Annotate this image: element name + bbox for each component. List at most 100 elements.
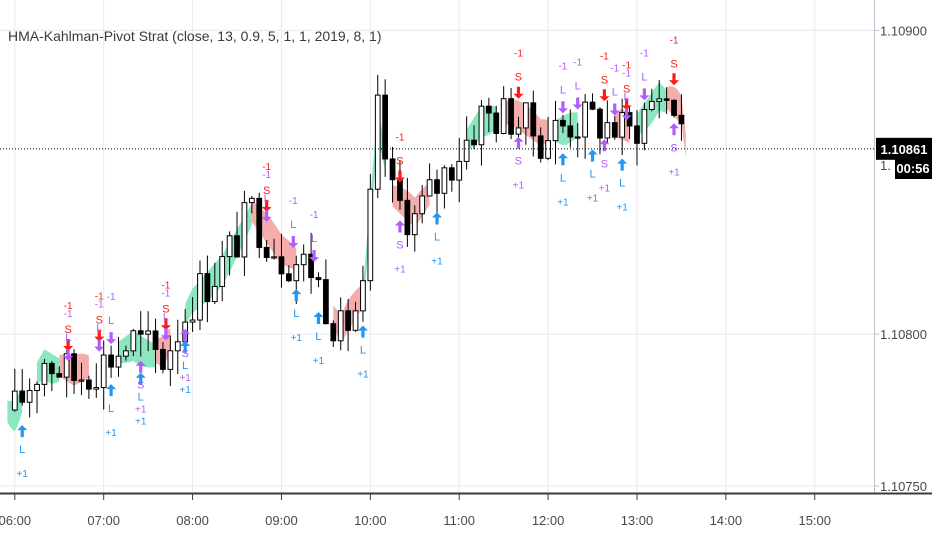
long-exit-qty: -1 [310, 210, 319, 221]
long-exit-arrow [94, 339, 105, 352]
candle-up [219, 256, 226, 287]
candle-down [678, 114, 685, 125]
long-exit-arrow [557, 101, 568, 114]
candle-down [589, 101, 596, 110]
candle-up [552, 119, 559, 142]
long-entry-arrow [291, 289, 302, 302]
candle-up [226, 235, 233, 258]
candle-up [582, 101, 589, 138]
candle-down [234, 235, 240, 258]
short-entry-qty: -1 [95, 292, 104, 303]
candle-down [574, 136, 581, 139]
long-exit-arrow [63, 348, 74, 361]
candle-down [330, 323, 337, 342]
long-entry-qty: +1 [135, 417, 147, 428]
countdown-label: 00:56 [896, 161, 929, 176]
long-entry-arrow [357, 325, 368, 338]
long-entry-label: L [360, 345, 366, 357]
candle-up [26, 390, 33, 403]
candle-down [285, 273, 292, 282]
long-entry-qty: +1 [616, 203, 628, 214]
candle-up [174, 341, 181, 352]
short-entry-label: S [515, 72, 522, 84]
candle-up [100, 354, 107, 389]
short-entry-qty: -1 [396, 132, 405, 143]
candle-down [263, 246, 270, 258]
time-tick-label: 12:00 [532, 513, 565, 528]
candle-down [278, 256, 285, 275]
long-entry-qty: +1 [313, 356, 325, 367]
short-exit-label: S [396, 239, 403, 251]
long-entry-label: L [434, 232, 440, 244]
candle-up [167, 350, 174, 370]
short-exit-qty: +1 [599, 183, 611, 194]
short-exit-arrow [599, 139, 610, 152]
short-exit-qty: +1 [394, 264, 406, 275]
candle-down [471, 139, 477, 146]
short-exit-arrow [394, 220, 405, 233]
long-exit-arrow [572, 97, 583, 110]
short-entry-label: S [263, 185, 270, 197]
candle-up [130, 330, 137, 352]
time-tick-label: 10:00 [354, 513, 387, 528]
long-exit-qty: -1 [622, 68, 631, 79]
long-exit-qty: -1 [161, 288, 170, 299]
time-axis[interactable]: 06:00 07:00 08:00 09:00 10:00 11:00 12:00 13:00… [0, 494, 831, 528]
candle-down [204, 273, 211, 303]
candle-down [508, 98, 514, 135]
long-exit-arrow [621, 108, 632, 121]
partial-price-label: 1. [880, 158, 891, 173]
bull-band [118, 331, 156, 368]
long-exit-label: L [65, 332, 71, 344]
time-tick-label: 13:00 [621, 513, 654, 528]
short-entry-label: S [601, 74, 608, 86]
long-entry-arrow [106, 384, 117, 397]
short-exit-label: S [670, 142, 677, 154]
price-axis[interactable]: 1.10900 1.10800 1.10750 [874, 23, 927, 494]
candle-up [211, 285, 218, 303]
candle-down [108, 354, 114, 368]
short-exit-arrow [513, 136, 524, 149]
long-exit-arrow [261, 209, 272, 222]
short-entry-arrow [669, 73, 680, 86]
short-entry-qty: -1 [514, 49, 523, 60]
short-entry-arrow [513, 86, 524, 99]
candle-down [448, 167, 455, 181]
candle-down [434, 179, 440, 194]
indicator-title[interactable]: HMA-Kahlman-Pivot Strat (close, 13, 0.9,… [8, 28, 382, 44]
last-price-tag [876, 137, 932, 160]
long-entry-qty: +1 [179, 385, 191, 396]
candle-down [19, 390, 26, 403]
candle-up [367, 188, 374, 282]
candle-down [48, 362, 55, 375]
long-exit-arrow [609, 103, 620, 116]
short-entry-qty: -1 [64, 301, 73, 312]
candle-up [360, 280, 366, 312]
long-entry-arrow [432, 212, 442, 225]
candle-down [315, 277, 322, 281]
short-entry-label: S [162, 303, 169, 315]
long-entry-arrow [557, 153, 568, 166]
long-entry-label: L [560, 172, 566, 184]
candle-up [374, 94, 381, 190]
short-entry-label: S [96, 315, 103, 327]
short-exit-label: S [515, 156, 522, 168]
short-entry-arrow [94, 329, 105, 342]
candle-up [604, 122, 611, 139]
short-exit-qty: +1 [513, 181, 525, 192]
long-exit-arrow [639, 88, 650, 101]
candle-up [411, 213, 418, 236]
candle-up [463, 139, 470, 162]
candle-down [404, 199, 411, 236]
candle-up [78, 379, 85, 382]
candle-up [41, 362, 48, 385]
time-tick-label: 14:00 [710, 513, 743, 528]
long-entry-qty: +1 [587, 193, 599, 204]
price-tick-label: 1.10900 [880, 23, 927, 38]
short-exit-label: S [137, 380, 144, 392]
candle-down [160, 348, 166, 370]
long-entry-arrow [617, 158, 628, 171]
long-exit-qty: -1 [107, 292, 116, 303]
